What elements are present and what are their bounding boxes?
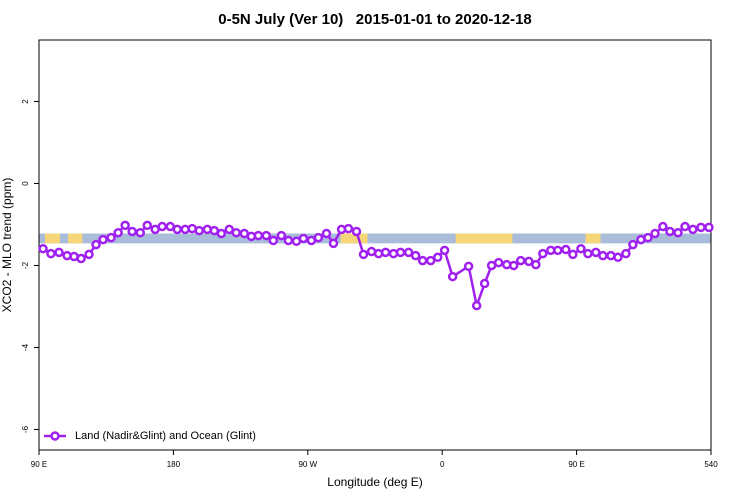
- data-point: [479, 278, 490, 289]
- data-point: [328, 238, 339, 249]
- data-point: [568, 249, 578, 260]
- data-point: [665, 226, 675, 237]
- data-point: [538, 248, 548, 259]
- data-point: [395, 247, 406, 258]
- data-point: [127, 226, 137, 237]
- data-point: [224, 224, 235, 235]
- x-tick-label: 90 W: [298, 460, 317, 469]
- data-point: [91, 239, 101, 250]
- data-point: [591, 247, 601, 258]
- x-tick-label: 90 E: [568, 460, 584, 469]
- data-point: [598, 250, 608, 261]
- data-point: [98, 234, 108, 245]
- data-point: [46, 248, 56, 259]
- data-point: [425, 255, 436, 266]
- data-point: [343, 223, 354, 234]
- data-point: [268, 235, 279, 246]
- x-tick-label: 90 E: [31, 460, 47, 469]
- x-axis-label: Longitude (deg E): [327, 475, 422, 489]
- y-axis-label: XCO2 - MLO trend (ppm): [0, 178, 14, 313]
- data-point: [135, 227, 145, 238]
- data-point: [576, 243, 586, 254]
- y-tick-label: 2: [21, 99, 30, 104]
- data-point: [172, 224, 183, 235]
- data-point: [493, 257, 504, 268]
- data-point: [313, 232, 324, 243]
- data-point: [432, 252, 443, 263]
- land-segment: [44, 233, 60, 244]
- y-tick-label: 0: [21, 181, 30, 186]
- data-point: [113, 227, 123, 238]
- data-point: [531, 259, 541, 270]
- y-tick-label: -4: [21, 343, 30, 351]
- legend-label: Land (Nadir&Glint) and Ocean (Glint): [75, 430, 256, 442]
- data-point: [358, 249, 369, 260]
- data-point: [194, 225, 204, 236]
- data-point: [673, 227, 683, 238]
- band: [39, 233, 711, 244]
- data-point: [439, 245, 450, 256]
- data-point: [508, 260, 519, 271]
- data-point: [696, 222, 706, 233]
- data-point: [351, 226, 362, 237]
- x-tick-label: 180: [167, 460, 181, 469]
- data-point: [417, 255, 428, 266]
- data-point: [643, 232, 653, 243]
- y-tick-label: -6: [21, 425, 30, 433]
- data-point: [524, 256, 534, 267]
- data-point: [380, 247, 391, 258]
- plot-frame: [38, 39, 712, 451]
- data-point: [613, 252, 623, 263]
- land-segment: [455, 233, 513, 244]
- data-point: [106, 232, 116, 243]
- data-point: [76, 253, 86, 264]
- data-point: [628, 239, 638, 250]
- data-point: [704, 222, 714, 233]
- land-segment: [585, 233, 601, 244]
- data-point: [38, 243, 48, 254]
- data-point: [403, 247, 414, 258]
- data-point: [253, 230, 264, 241]
- y-tick-label: -2: [21, 261, 30, 269]
- data-point: [515, 255, 526, 266]
- data-point: [84, 249, 94, 260]
- data-point: [231, 227, 242, 238]
- data-point: [120, 220, 130, 231]
- data-point: [157, 221, 167, 232]
- data-point: [216, 228, 227, 239]
- data-point: [463, 261, 474, 272]
- data-point: [54, 247, 64, 258]
- data-point: [658, 221, 668, 232]
- data-point: [142, 220, 153, 231]
- x-tick-label: 540: [704, 460, 718, 469]
- data-point: [276, 230, 287, 241]
- data-point: [688, 224, 698, 235]
- data-point: [680, 221, 690, 232]
- x-tick-label: 0: [440, 460, 445, 469]
- data-point: [621, 248, 631, 259]
- data-point: [447, 271, 458, 282]
- land-segment: [68, 233, 83, 244]
- data-point: [298, 233, 309, 244]
- legend-marker: [50, 431, 60, 441]
- data-point: [583, 248, 593, 259]
- data-point: [561, 244, 571, 255]
- data-point: [410, 250, 421, 261]
- data-point: [471, 300, 482, 311]
- data-point: [553, 245, 563, 256]
- data-point: [283, 235, 294, 246]
- chart-title: 0-5N July (Ver 10) 2015-01-01 to 2020-12…: [218, 11, 532, 28]
- data-point: [321, 228, 332, 239]
- land-segment: [340, 233, 368, 244]
- data-point: [261, 230, 272, 241]
- data-point: [650, 228, 660, 239]
